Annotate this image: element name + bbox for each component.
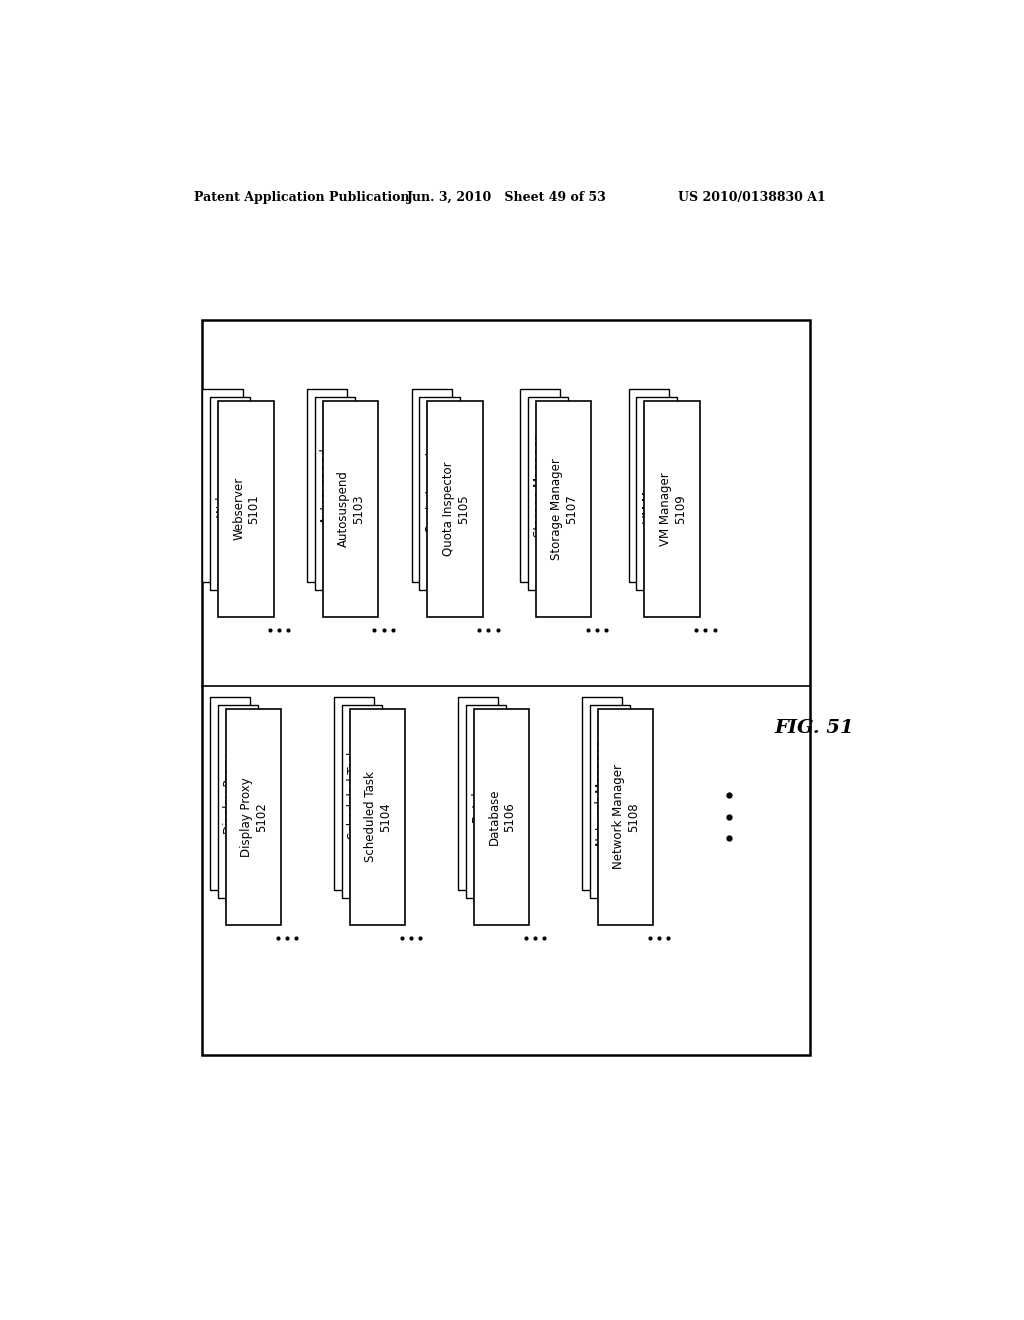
Text: Display Proxy
5102: Display Proxy 5102 — [241, 777, 268, 857]
Bar — [458, 697, 499, 890]
Bar — [323, 401, 378, 616]
Bar — [474, 709, 529, 924]
Text: Scheduled Task: Scheduled Task — [347, 748, 360, 840]
Bar — [466, 705, 506, 898]
Bar — [636, 397, 677, 590]
Bar — [203, 389, 243, 582]
Bar — [314, 397, 355, 590]
Bar — [323, 405, 362, 598]
Bar — [420, 397, 460, 590]
Bar — [202, 321, 810, 1056]
Text: Database
5106: Database 5106 — [488, 788, 516, 845]
Text: Storage Manager
5107: Storage Manager 5107 — [550, 458, 579, 560]
Text: VM Manager: VM Manager — [641, 449, 654, 523]
Bar — [583, 697, 623, 890]
Bar — [598, 713, 638, 906]
Bar — [590, 705, 630, 898]
Bar — [349, 713, 390, 906]
Bar — [218, 405, 258, 598]
Text: Display Proxy: Display Proxy — [223, 754, 236, 833]
Bar — [349, 709, 406, 924]
Bar — [412, 389, 452, 582]
Bar — [528, 397, 568, 590]
Bar — [536, 401, 592, 616]
Text: Webserver: Webserver — [215, 454, 228, 517]
Text: Webserver
5101: Webserver 5101 — [232, 477, 260, 540]
Text: FIG. 51: FIG. 51 — [774, 719, 854, 737]
Text: Storage Manager: Storage Manager — [534, 434, 546, 537]
Text: VM Manager
5109: VM Manager 5109 — [658, 471, 687, 545]
Text: Network Manager
5108: Network Manager 5108 — [612, 764, 640, 870]
Bar — [520, 389, 560, 582]
Text: Autosuspend: Autosuspend — [319, 447, 333, 524]
Text: Network Manager: Network Manager — [595, 741, 608, 846]
Bar — [598, 709, 653, 924]
Text: Quota Inspector
5105: Quota Inspector 5105 — [441, 462, 470, 556]
Bar — [210, 397, 251, 590]
Text: Database: Database — [471, 766, 484, 822]
Bar — [307, 389, 347, 582]
Bar — [427, 401, 483, 616]
Text: US 2010/0138830 A1: US 2010/0138830 A1 — [678, 191, 826, 203]
Text: Jun. 3, 2010   Sheet 49 of 53: Jun. 3, 2010 Sheet 49 of 53 — [407, 191, 607, 203]
Bar — [644, 401, 700, 616]
Text: Patent Application Publication: Patent Application Publication — [194, 191, 410, 203]
Bar — [644, 405, 684, 598]
Bar — [536, 405, 575, 598]
Bar — [225, 713, 266, 906]
Bar — [218, 401, 273, 616]
Text: Autosuspend
5103: Autosuspend 5103 — [337, 470, 366, 548]
Bar — [629, 389, 669, 582]
Bar — [334, 697, 375, 890]
Bar — [474, 713, 514, 906]
Text: Scheduled Task
5104: Scheduled Task 5104 — [365, 771, 392, 862]
Bar — [210, 697, 251, 890]
Text: Quota Inspector: Quota Inspector — [425, 438, 437, 533]
Bar — [427, 405, 467, 598]
Bar — [342, 705, 382, 898]
Bar — [218, 705, 258, 898]
Bar — [225, 709, 282, 924]
